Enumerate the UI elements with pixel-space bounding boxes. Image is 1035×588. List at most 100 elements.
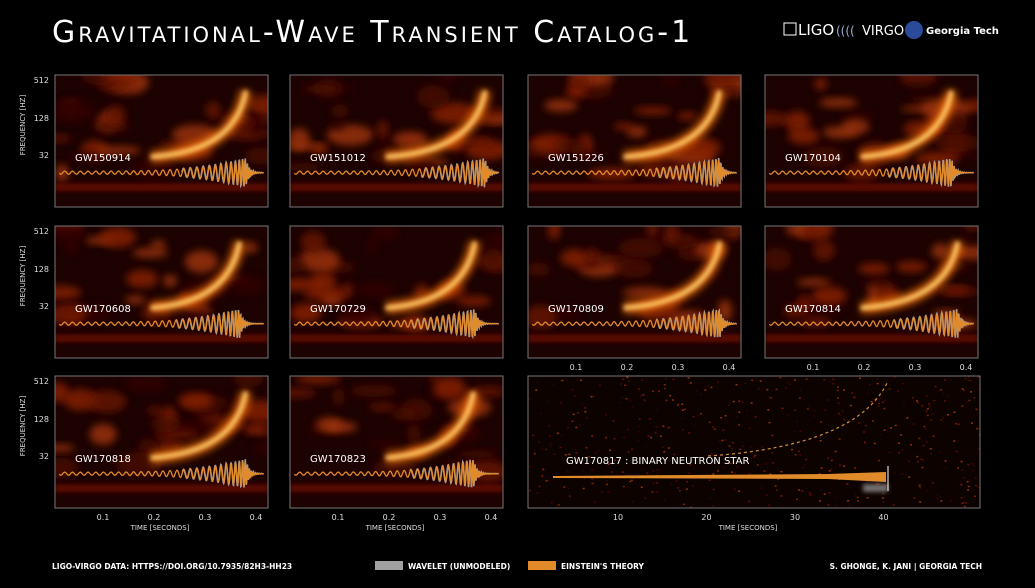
noise-speck: [865, 424, 868, 427]
noise-speck: [557, 504, 560, 506]
noise-speck: [883, 429, 886, 431]
noise-blob: [295, 376, 341, 385]
noise-speck: [842, 465, 845, 467]
noise-speck: [786, 381, 789, 383]
noise-speck: [663, 387, 666, 390]
noise-speck: [732, 442, 735, 444]
noise-speck: [874, 400, 877, 403]
chirp: [623, 90, 722, 159]
noise-speck: [967, 489, 970, 491]
noise-blob: [184, 250, 219, 273]
noise-speck: [896, 390, 899, 392]
noise-speck: [670, 483, 673, 485]
noise-speck: [707, 385, 710, 387]
noise-speck: [809, 494, 812, 496]
noise-speck: [665, 378, 668, 380]
noise-speck: [637, 431, 640, 433]
noise-blob: [960, 153, 978, 161]
noise-speck: [837, 402, 840, 405]
noise-blob: [150, 240, 167, 250]
noise-speck: [626, 376, 629, 379]
noise-speck: [722, 429, 725, 431]
noise-speck: [888, 388, 891, 390]
noise-speck: [836, 386, 839, 388]
x-tick-label: 0.4: [960, 363, 973, 372]
logo-icon: [905, 21, 923, 39]
noise-speck: [709, 497, 712, 499]
noise-speck: [663, 498, 666, 501]
noise-speck: [582, 487, 585, 490]
noise-speck: [978, 486, 980, 489]
noise-blob: [290, 257, 307, 274]
noise-speck: [971, 463, 974, 465]
noise-blob: [68, 151, 114, 163]
noise-speck: [975, 408, 978, 411]
noise-speck: [591, 477, 594, 480]
noise-speck: [837, 412, 840, 415]
noise-speck: [893, 376, 896, 379]
noise-speck: [942, 392, 945, 395]
noise-speck: [600, 491, 603, 493]
noise-speck: [921, 405, 924, 407]
noise-blob: [290, 387, 317, 398]
noise-speck: [913, 497, 916, 499]
spectrogram: [528, 226, 741, 343]
noise-speck: [663, 384, 666, 386]
band: [290, 183, 503, 192]
noise-speck: [901, 472, 904, 475]
noise-speck: [607, 490, 610, 493]
noise-speck: [944, 460, 947, 462]
noise-blob: [94, 146, 142, 156]
noise-blob: [646, 226, 659, 240]
noise-speck: [777, 478, 780, 481]
noise-speck: [663, 450, 666, 453]
noise-speck: [961, 388, 964, 390]
noise-speck: [938, 495, 941, 498]
noise-speck: [669, 394, 672, 397]
noise-speck: [964, 377, 967, 380]
noise-speck: [528, 398, 531, 401]
noise-speck: [545, 448, 548, 451]
event-label: GW170814: [785, 304, 841, 315]
noise-speck: [584, 411, 587, 413]
noise-speck: [591, 482, 594, 485]
noise-speck: [687, 377, 690, 379]
noise-blob: [567, 75, 591, 91]
noise-speck: [794, 454, 797, 456]
panel-bg: [528, 376, 980, 508]
noise-speck: [925, 395, 928, 397]
noise-speck: [768, 421, 771, 424]
noise-blob: [331, 104, 349, 119]
noise-speck: [799, 454, 802, 456]
noise-speck: [819, 488, 822, 491]
noise-speck: [721, 439, 724, 442]
noise-speck: [568, 453, 571, 456]
noise-speck: [827, 457, 830, 459]
noise-speck: [863, 441, 866, 444]
waveform: [768, 159, 974, 186]
legend-label: EINSTEIN'S THEORY: [561, 562, 644, 571]
noise-speck: [647, 435, 650, 437]
waveform: [531, 159, 737, 186]
noise-speck: [977, 388, 980, 391]
noise-speck: [657, 390, 660, 393]
noise-speck: [872, 420, 875, 422]
noise-blob: [162, 274, 178, 287]
noise-speck: [587, 455, 590, 458]
noise-speck: [902, 401, 905, 404]
noise-speck: [888, 451, 891, 454]
waveform: [58, 158, 264, 186]
noise-speck: [606, 480, 609, 482]
noise-speck: [929, 448, 932, 450]
noise-speck: [828, 470, 831, 472]
x-tick-label: 0.2: [383, 513, 396, 522]
noise-speck: [881, 497, 884, 499]
panel: GW170608: [54, 225, 269, 359]
band: [528, 183, 741, 192]
noise-speck: [827, 399, 830, 401]
noise-blob: [244, 147, 268, 165]
band: [290, 334, 503, 343]
panel-border: [54, 375, 269, 509]
title: Gravitational-Wave Transient Catalog-1: [52, 15, 693, 50]
noise-speck: [724, 414, 727, 417]
